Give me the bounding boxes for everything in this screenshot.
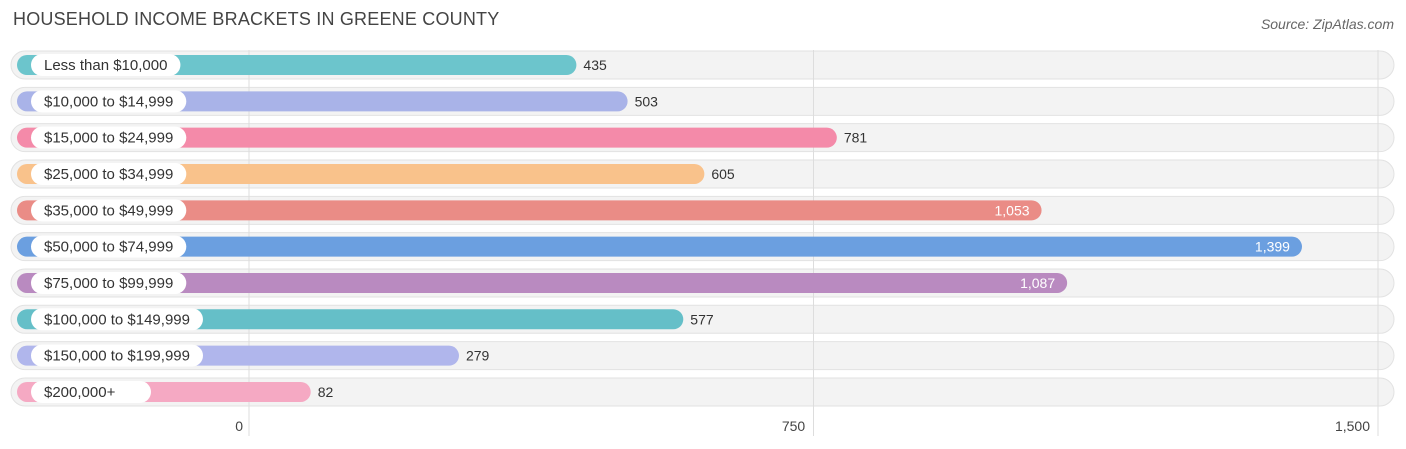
bar — [17, 163, 705, 184]
value-label: 503 — [635, 93, 659, 109]
category-pill — [31, 54, 181, 76]
value-label: 1,087 — [1020, 275, 1055, 291]
category-label: Less than $10,000 — [44, 57, 167, 74]
value-label: 605 — [711, 166, 735, 182]
category-label: $10,000 to $14,999 — [44, 93, 173, 110]
category-pill — [31, 235, 187, 258]
category-pill — [31, 344, 203, 367]
category-pill — [31, 126, 187, 149]
value-label: 577 — [690, 311, 714, 327]
category-label: $200,000+ — [44, 384, 116, 401]
category-pill — [31, 308, 203, 331]
category-label: $75,000 to $99,999 — [44, 275, 173, 292]
value-label: 781 — [844, 130, 868, 146]
bar — [17, 272, 1068, 293]
chart-title: HOUSEHOLD INCOME BRACKETS IN GREENE COUN… — [13, 9, 500, 29]
bar — [17, 127, 837, 148]
value-label: 435 — [583, 57, 607, 73]
category-pill — [31, 199, 187, 222]
tick-label: 1,500 — [1335, 418, 1370, 434]
bar — [17, 236, 1302, 257]
category-label: $50,000 to $74,999 — [44, 239, 173, 256]
category-pill — [31, 271, 187, 294]
category-label: $15,000 to $24,999 — [44, 130, 173, 147]
category-pill — [31, 90, 187, 113]
tick-label: 0 — [235, 418, 243, 434]
bar — [17, 200, 1042, 221]
row-track — [10, 377, 1395, 407]
category-label: $150,000 to $199,999 — [44, 348, 190, 365]
value-label: 1,399 — [1255, 239, 1290, 255]
source-note: Source: ZipAtlas.com — [1260, 16, 1394, 32]
category-label: $35,000 to $49,999 — [44, 202, 173, 219]
value-label: 279 — [466, 348, 490, 364]
category-pill — [31, 380, 151, 403]
value-label: 1,053 — [995, 202, 1030, 218]
category-pill — [31, 162, 187, 185]
tick-label: 750 — [782, 418, 806, 434]
category-label: $100,000 to $149,999 — [44, 311, 190, 328]
value-label: 82 — [318, 384, 334, 400]
category-label: $25,000 to $34,999 — [44, 166, 173, 183]
